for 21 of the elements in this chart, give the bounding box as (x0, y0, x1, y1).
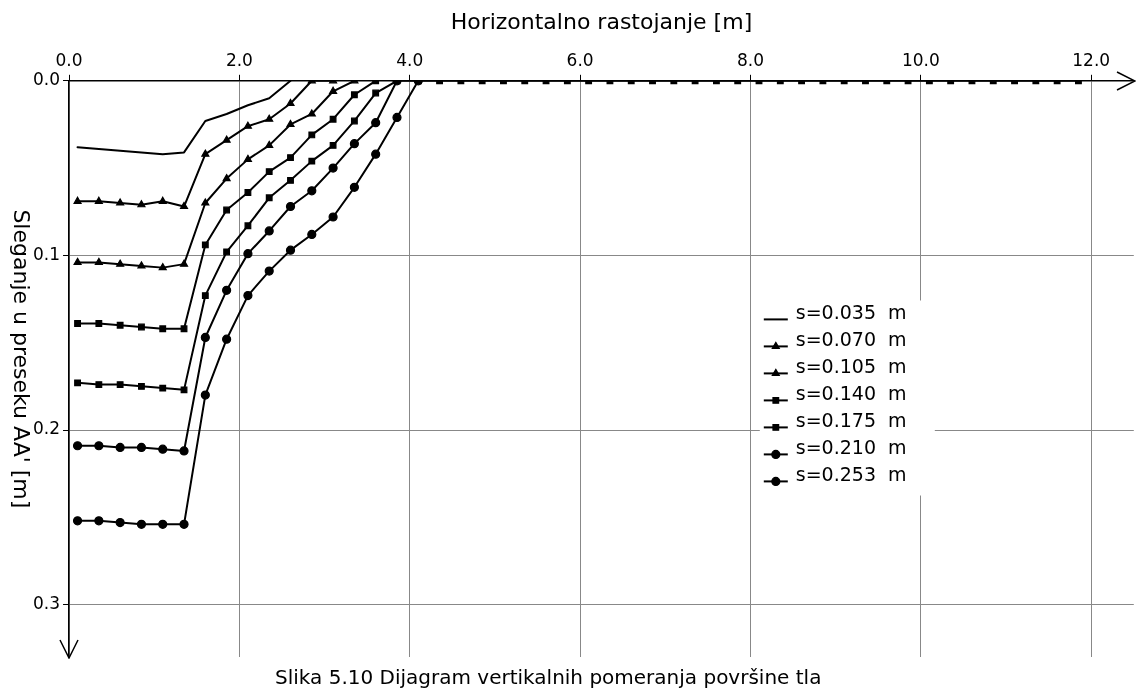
x-tick-label: 10.0 (901, 50, 940, 71)
x-tick-label: 8.0 (736, 50, 765, 71)
x-tick-label: 12.0 (1072, 50, 1111, 71)
x-tick-label: 6.0 (566, 50, 594, 71)
y-tick-label: 0.3 (32, 593, 61, 614)
text: Slika 5.10 Dijagram vertikalnih pomeranja površine tla (275, 665, 822, 690)
x-tick-label: 0.0 (55, 50, 83, 71)
legend-label: s=0.070 m (795, 328, 907, 351)
legend-label: s=0.175 m (795, 409, 907, 432)
y-tick-label: 0.2 (32, 418, 61, 439)
y-tick-label: 0.0 (32, 69, 61, 90)
x-tick-label: 2.0 (225, 50, 253, 71)
legend-label: s=0.035 m (795, 301, 907, 324)
legend-label: s=0.140 m (795, 382, 907, 405)
legend-label: s=0.253 m (795, 463, 907, 486)
x-axis-title: Horizontalno rastojanje [m] (450, 8, 753, 34)
legend-label: s=0.105 m (795, 355, 907, 378)
legend-label: s=0.210 m (795, 436, 907, 459)
x-tick-label: 4.0 (396, 50, 424, 71)
y-tick-label: 0.1 (32, 243, 61, 264)
y-axis-title: Sleganje u preseku AA' [m] (9, 209, 35, 509)
